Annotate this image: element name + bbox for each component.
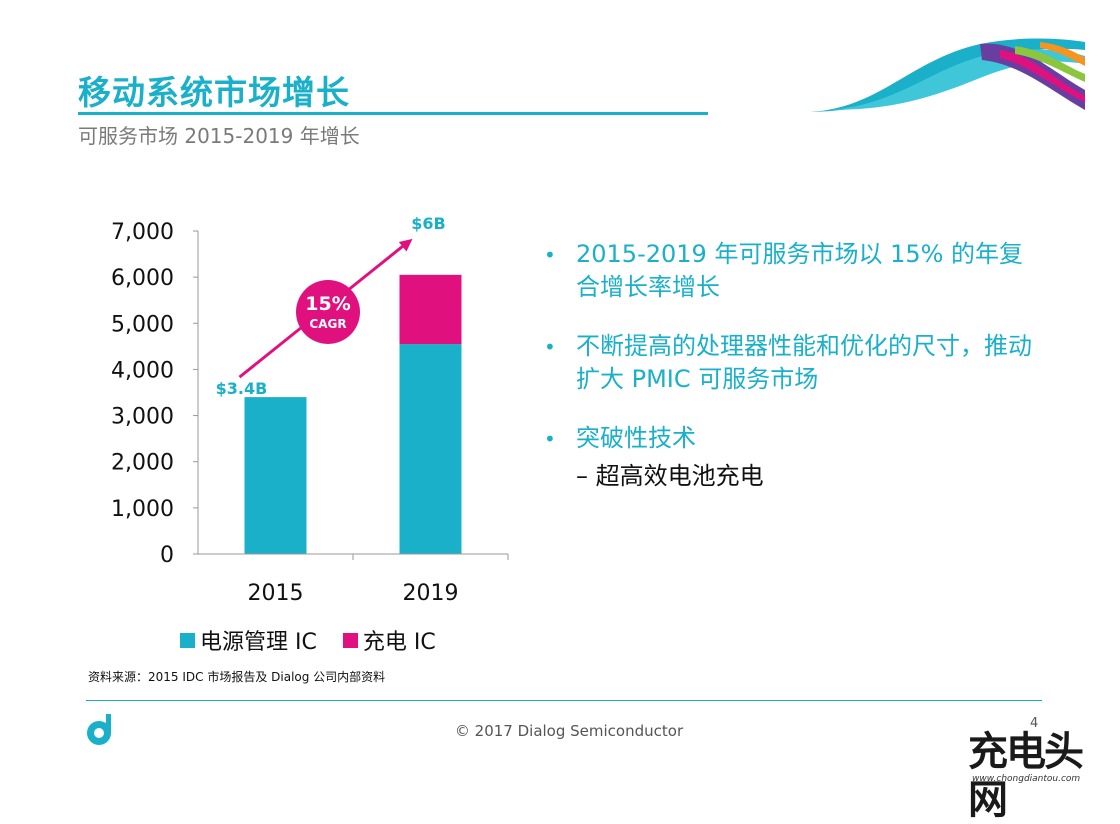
sub-bullet-text: – 超高效电池充电 xyxy=(576,462,764,490)
bullet-item: • 突破性技术 xyxy=(544,422,1034,456)
end-value-label: $6B xyxy=(411,214,445,233)
page-number: 4 xyxy=(1030,716,1039,731)
watermark-url: www.chongdiantou.com xyxy=(972,774,1081,784)
legend-item-pmic: 电源管理 IC xyxy=(180,624,317,656)
bullet-text: 2015-2019 年可服务市场以 15% 的年复合增长率增长 xyxy=(576,240,1024,301)
bar-2019-电源管理 IC xyxy=(399,344,462,554)
growth-arrow-head xyxy=(398,238,413,252)
bullet-marker: • xyxy=(544,335,556,359)
source-note: 资料来源：2015 IDC 市场报告及 Dialog 公司内部资料 xyxy=(88,670,386,684)
x-tick-label: 2015 xyxy=(248,581,304,606)
slide-subtitle: 可服务市场 2015-2019 年增长 xyxy=(78,124,360,148)
bullet-text: 不断提高的处理器性能和优化的尺寸，推动扩大 PMIC 可服务市场 xyxy=(576,332,1032,393)
dialog-logo-icon xyxy=(87,714,111,745)
bullet-list: • 2015-2019 年可服务市场以 15% 的年复合增长率增长 • 不断提高… xyxy=(544,238,1034,493)
y-tick-label: 5,000 xyxy=(111,312,174,337)
cagr-badge xyxy=(296,279,360,344)
legend-label-pmic: 电源管理 IC xyxy=(200,630,317,655)
title-underline xyxy=(78,112,708,115)
market-growth-chart: 0 1,000 2,000 3,000 4,000 5,000 6,000 7,000 201… xyxy=(111,214,509,606)
start-value-label: $3.4B xyxy=(216,379,268,398)
y-tick-label: 2,000 xyxy=(111,451,174,476)
brand-swoosh-graphic xyxy=(810,38,1085,112)
copyright-text: © 2017 Dialog Semiconductor xyxy=(454,722,684,740)
cagr-label: CAGR xyxy=(309,317,346,331)
bullet-text: 突破性技术 xyxy=(576,424,696,452)
bullet-marker: • xyxy=(544,243,556,267)
y-tick-label: 4,000 xyxy=(111,358,174,383)
slide-title: 移动系统市场增长 xyxy=(78,73,350,112)
y-tick-label: 7,000 xyxy=(111,220,174,245)
bullet-marker: • xyxy=(544,427,556,451)
y-tick-label: 1,000 xyxy=(111,497,174,522)
bar-series xyxy=(244,274,462,554)
site-watermark: 充电头网 www.chongdiantou.com xyxy=(968,728,1116,823)
bar-2015-电源管理 IC xyxy=(244,397,307,554)
footer-divider xyxy=(86,700,1042,701)
x-tick-label: 2019 xyxy=(403,581,459,606)
y-tick-label: 3,000 xyxy=(111,405,174,430)
chart-legend: 电源管理 IC 充电 IC xyxy=(180,624,462,656)
legend-item-charger: 充电 IC xyxy=(342,624,436,656)
cagr-annotation: 15% CAGR $3.4B $6B xyxy=(216,214,446,398)
legend-swatch-charger xyxy=(342,632,358,648)
y-tick-label: 6,000 xyxy=(111,266,174,291)
cagr-value-label: 15% xyxy=(305,293,350,315)
y-tick-label: 0 xyxy=(160,543,174,568)
legend-swatch-pmic xyxy=(180,632,195,648)
bar-2019-充电 IC xyxy=(399,274,462,345)
legend-label-charger: 充电 IC xyxy=(362,630,436,655)
bullet-item: • 2015-2019 年可服务市场以 15% 的年复合增长率增长 xyxy=(544,238,1034,304)
y-axis: 0 1,000 2,000 3,000 4,000 5,000 6,000 7,000 xyxy=(111,220,199,568)
bullet-item: • 不断提高的处理器性能和优化的尺寸，推动扩大 PMIC 可服务市场 xyxy=(544,330,1034,396)
x-axis: 2015 2019 xyxy=(198,553,509,606)
